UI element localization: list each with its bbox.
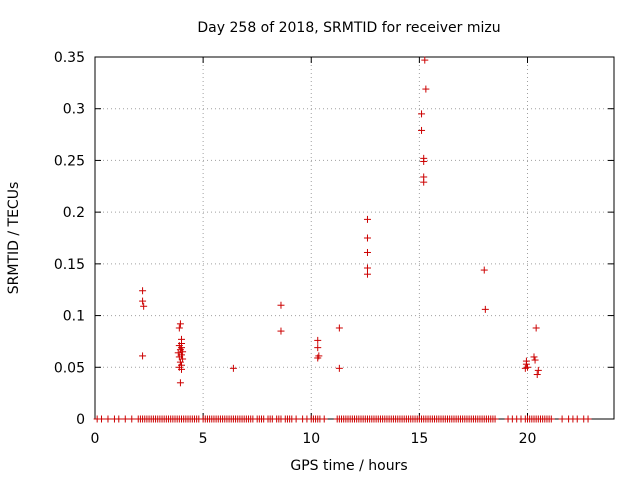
data-point: [314, 354, 322, 362]
data-point: [139, 297, 147, 305]
x-tick-label: 0: [91, 431, 100, 447]
data-point: [363, 270, 371, 278]
data-point: [139, 287, 147, 295]
data-point: [363, 215, 371, 223]
data-point: [420, 178, 428, 186]
data-point: [363, 264, 371, 272]
data-point-zero: [121, 415, 129, 423]
x-tick-label: 15: [410, 431, 428, 447]
x-tick-label: 20: [519, 431, 537, 447]
data-point: [418, 110, 426, 118]
data-point: [363, 234, 371, 242]
data-point-zero: [491, 415, 499, 423]
data-point: [522, 360, 530, 368]
data-point: [521, 364, 529, 372]
data-point: [140, 302, 148, 310]
y-tick-label: 0.15: [54, 257, 85, 273]
axis-ticks: 0 0.05 0.1 0.15 0.2 0.25 0.3 0.35 0 5 10 15 20: [54, 50, 614, 447]
data-point: [178, 365, 185, 373]
data-point-zero: [104, 415, 112, 423]
data-point: [534, 366, 542, 374]
data-point: [531, 356, 539, 364]
y-tick-label: 0.1: [63, 309, 85, 325]
data-point: [335, 324, 343, 332]
data-point: [421, 56, 429, 64]
data-point: [139, 352, 147, 360]
data-point: [530, 353, 538, 361]
y-tick-label: 0.2: [63, 205, 85, 221]
y-tick-label: 0.35: [54, 50, 85, 66]
data-point: [277, 327, 285, 335]
y-axis-label: SRMTID / TECUs: [6, 182, 22, 295]
data-point: [176, 379, 184, 387]
y-tick-label: 0.05: [54, 360, 85, 376]
data-point: [363, 248, 371, 256]
data-point: [175, 324, 183, 332]
grid-lines: [95, 57, 614, 419]
plot-frame: [94, 56, 615, 420]
data-point-zero: [115, 415, 123, 423]
x-axis-label: GPS time / hours: [290, 458, 407, 474]
chart-title: Day 258 of 2018, SRMTID for receiver miz…: [197, 20, 500, 36]
x-tick-label: 10: [302, 431, 320, 447]
y-tick-label: 0.25: [54, 153, 85, 169]
data-point: [481, 305, 489, 313]
data-point-zero: [292, 415, 300, 423]
y-tick-label: 0: [76, 412, 85, 428]
data-point: [176, 358, 184, 366]
data-point: [314, 344, 322, 352]
data-point-zero: [97, 415, 105, 423]
data-point: [420, 157, 428, 165]
data-point-zero: [573, 415, 581, 423]
data-point-zero: [584, 415, 592, 423]
data-point: [532, 324, 540, 332]
data-point-zero: [128, 415, 136, 423]
data-point-zero: [558, 415, 566, 423]
y-tick-label: 0.3: [63, 102, 85, 118]
data-point: [480, 266, 488, 274]
data-point: [179, 348, 187, 356]
data-points: [93, 56, 592, 423]
data-point: [422, 85, 430, 93]
data-point: [533, 371, 541, 379]
data-point: [176, 320, 184, 328]
x-tick-label: 5: [199, 431, 208, 447]
data-point-zero: [547, 415, 555, 423]
data-point: [335, 364, 343, 372]
data-point: [229, 364, 237, 372]
data-point: [418, 126, 426, 134]
data-point: [277, 301, 285, 309]
data-point: [314, 336, 322, 344]
data-point-zero: [320, 415, 328, 423]
